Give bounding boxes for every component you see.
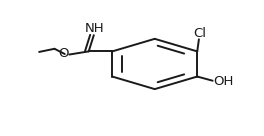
- Text: Cl: Cl: [194, 27, 206, 40]
- Text: OH: OH: [213, 75, 233, 88]
- Text: O: O: [58, 47, 69, 60]
- Text: NH: NH: [84, 22, 104, 35]
